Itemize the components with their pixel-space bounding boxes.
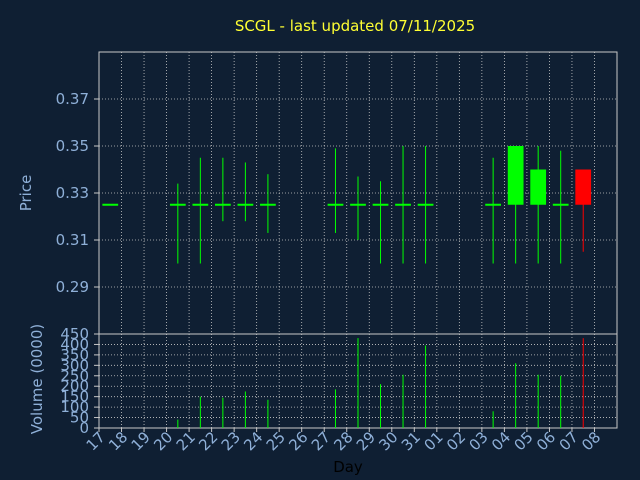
price-tick-label: 0.31 — [56, 231, 89, 249]
volume-tick-label: 450 — [60, 325, 89, 343]
price-tick-label: 0.37 — [56, 90, 89, 108]
chart-title: SCGL - last updated 07/11/2025 — [235, 17, 475, 35]
candle-body — [575, 169, 592, 205]
price-tick-label: 0.33 — [56, 184, 89, 202]
volume-tick-label: 300 — [60, 356, 89, 374]
volume-tick-label: 150 — [60, 388, 89, 406]
x-axis-label: Day — [333, 458, 363, 476]
volume-tick-label: 0 — [79, 419, 89, 437]
price-tick-label: 0.35 — [56, 137, 89, 155]
candle-body — [530, 169, 547, 205]
volume-tick-label: 50 — [70, 409, 89, 427]
volume-tick-label: 200 — [60, 377, 89, 395]
volume-tick-label: 350 — [60, 346, 89, 364]
volume-axis-label: Volume (0000) — [28, 324, 46, 434]
volume-tick-label: 400 — [60, 335, 89, 353]
price-tick-label: 0.29 — [56, 278, 89, 296]
price-axis-label: Price — [17, 175, 35, 212]
candle-body — [507, 146, 524, 205]
volume-tick-label: 100 — [60, 398, 89, 416]
volume-tick-label: 250 — [60, 367, 89, 385]
day-tick-label: 08 — [578, 428, 604, 454]
